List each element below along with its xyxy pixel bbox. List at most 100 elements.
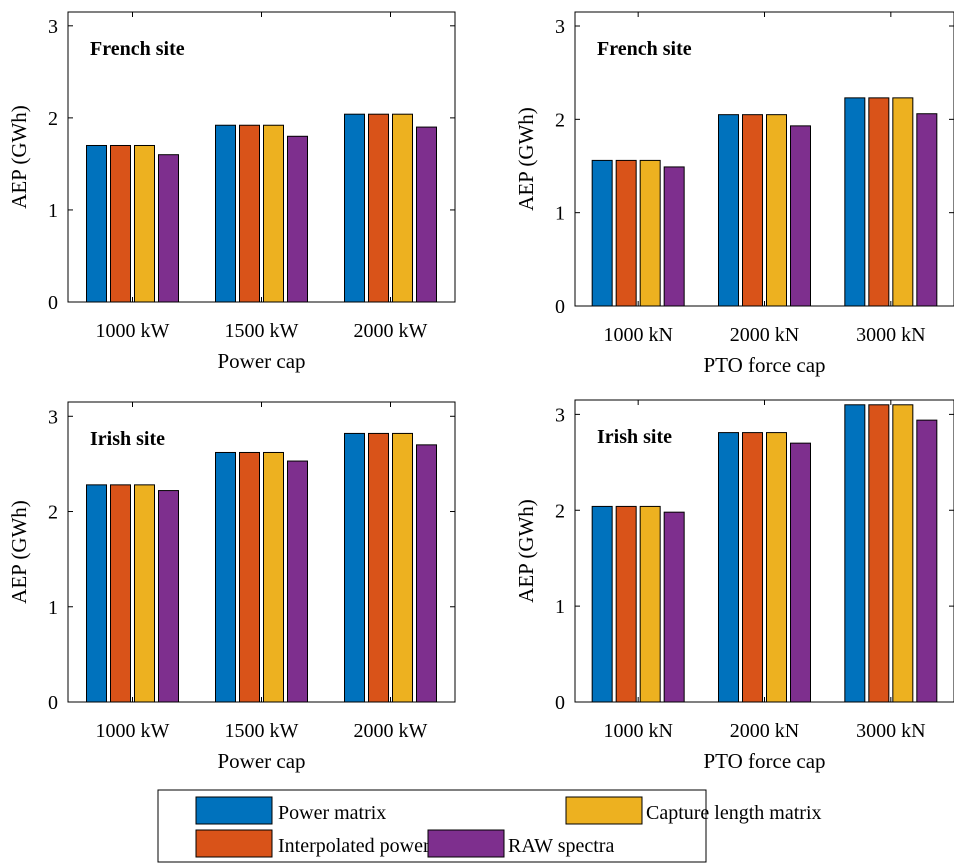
bar-interpolated-power-matrix-2000-kn [742, 432, 763, 703]
bar-raw-spectra-1000-kn [663, 166, 685, 307]
y-tick-label: 3 [48, 406, 58, 428]
x-tick-label-3000-kn: 3000 kN [856, 324, 925, 346]
y-tick-label: 0 [48, 692, 58, 714]
chart-panel-3: 0 1 2 3 1000 kW 1500 kW 2000 kW Power cap AEP (G… [7, 401, 456, 773]
legend-label-raw-spectra: RAW spectra [508, 835, 614, 857]
bar-power-matrix-2000-kn [718, 114, 739, 307]
bar-power-matrix-3000-kn [844, 404, 866, 703]
x-tick-label-1000-kw: 1000 kW [96, 320, 170, 342]
site-annotation: Irish site [90, 428, 165, 450]
bar-capture-length-matrix-1000-kn [639, 505, 661, 703]
bar-raw-spectra-2000-kw [416, 444, 437, 703]
bar-power-matrix-2000-kw [344, 432, 365, 703]
y-axis-label: AEP (GWh) [7, 105, 31, 209]
bar-capture-length-matrix-1500-kw [263, 451, 284, 703]
bar-raw-spectra-1500-kw [287, 460, 308, 703]
bar-power-matrix-2000-kn [718, 432, 739, 703]
x-axis-label: PTO force cap [703, 353, 825, 377]
legend-swatch-power-matrix [195, 796, 273, 825]
bar-capture-length-matrix-3000-kn [892, 97, 914, 307]
chart-panel-2: 0 1 2 3 1000 kN 2000 kN 3000 kN PTO force cap AE… [514, 11, 954, 377]
bar-interpolated-power-matrix-1000-kn [615, 505, 637, 703]
x-tick-label-1500-kw: 1500 kW [225, 720, 299, 742]
bar-power-matrix-3000-kn [844, 97, 866, 307]
bar-raw-spectra-3000-kn [916, 113, 938, 307]
y-tick-label: 2 [48, 108, 58, 130]
bar-capture-length-matrix-3000-kn [892, 404, 914, 703]
bar-power-matrix-1500-kw [215, 451, 236, 703]
x-axis-label: Power cap [217, 349, 305, 373]
y-tick-label: 1 [555, 203, 565, 225]
bar-raw-spectra-1000-kw [158, 154, 179, 303]
y-tick-label: 1 [48, 597, 58, 619]
bar-raw-spectra-2000-kw [416, 126, 437, 303]
bar-interpolated-power-matrix-3000-kn [868, 404, 890, 703]
x-axis-label: PTO force cap [703, 749, 825, 773]
bar-power-matrix-1000-kn [591, 505, 613, 703]
bar-capture-length-matrix-1500-kw [263, 124, 284, 303]
y-tick-label: 0 [555, 692, 565, 714]
bar-power-matrix-1000-kw [86, 484, 107, 703]
y-tick-label: 0 [48, 292, 58, 314]
bar-capture-length-matrix-2000-kn [766, 114, 787, 307]
y-tick-label: 0 [555, 296, 565, 318]
bar-capture-length-matrix-2000-kw [392, 113, 413, 303]
y-axis-label: AEP (GWh) [514, 499, 538, 603]
site-annotation: Irish site [597, 426, 672, 448]
x-tick-label-2000-kw: 2000 kW [354, 720, 428, 742]
legend-swatch-raw-spectra [427, 829, 505, 858]
bar-raw-spectra-1500-kw [287, 135, 308, 303]
y-axis-label: AEP (GWh) [514, 107, 538, 211]
site-annotation: French site [597, 38, 692, 60]
legend-swatch-capture-length-matrix [565, 796, 643, 825]
x-tick-label-2000-kw: 2000 kW [354, 320, 428, 342]
bar-interpolated-power-matrix-1000-kn [615, 159, 637, 307]
chart-panel-1: 0 1 2 3 1000 kW 1500 kW 2000 kW Power cap AEP (G… [7, 11, 456, 373]
chart-panel-4: 0 1 2 3 1000 kN 2000 kN 3000 kN PTO force cap AE… [514, 399, 954, 773]
bar-interpolated-power-matrix-1500-kw [239, 124, 260, 303]
bar-raw-spectra-2000-kn [790, 125, 811, 307]
x-tick-label-1000-kw: 1000 kW [96, 720, 170, 742]
bar-interpolated-power-matrix-1000-kw [110, 144, 131, 303]
bar-capture-length-matrix-2000-kw [392, 432, 413, 703]
x-tick-label-2000-kn: 2000 kN [730, 720, 799, 742]
bar-interpolated-power-matrix-1000-kw [110, 484, 131, 703]
legend: Power matrix Capture length matrix Inter… [157, 789, 822, 863]
y-tick-label: 3 [555, 16, 565, 38]
bar-power-matrix-1000-kw [86, 144, 107, 303]
bar-capture-length-matrix-2000-kn [766, 432, 787, 703]
bar-capture-length-matrix-1000-kw [134, 144, 155, 303]
site-annotation: French site [90, 38, 185, 60]
y-tick-label: 3 [48, 16, 58, 38]
y-tick-label: 2 [48, 502, 58, 524]
y-tick-label: 2 [555, 109, 565, 131]
y-tick-label: 1 [48, 200, 58, 222]
bar-interpolated-power-matrix-2000-kw [368, 113, 389, 303]
legend-swatch-interpolated-power-matrix [195, 829, 273, 858]
y-axis-label: AEP (GWh) [7, 500, 31, 604]
bar-interpolated-power-matrix-2000-kn [742, 114, 763, 307]
x-tick-label-1000-kn: 1000 kN [603, 720, 672, 742]
bar-power-matrix-2000-kw [344, 113, 365, 303]
bar-raw-spectra-3000-kn [916, 419, 938, 703]
y-tick-label: 1 [555, 596, 565, 618]
bar-power-matrix-1500-kw [215, 124, 236, 303]
x-axis-label: Power cap [217, 749, 305, 773]
bar-raw-spectra-1000-kw [158, 490, 179, 703]
legend-label-capture-length-matrix: Capture length matrix [646, 802, 822, 824]
bar-capture-length-matrix-1000-kw [134, 484, 155, 703]
x-tick-label-1500-kw: 1500 kW [225, 320, 299, 342]
y-tick-label: 2 [555, 500, 565, 522]
bar-raw-spectra-1000-kn [663, 511, 685, 703]
bar-interpolated-power-matrix-1500-kw [239, 451, 260, 703]
y-tick-label: 3 [555, 404, 565, 426]
bar-interpolated-power-matrix-2000-kw [368, 432, 389, 703]
x-tick-label-3000-kn: 3000 kN [856, 720, 925, 742]
x-tick-label-2000-kn: 2000 kN [730, 324, 799, 346]
bar-capture-length-matrix-1000-kn [639, 159, 661, 307]
legend-label-power-matrix: Power matrix [278, 802, 386, 824]
bar-interpolated-power-matrix-3000-kn [868, 97, 890, 307]
bar-raw-spectra-2000-kn [790, 442, 811, 703]
bar-power-matrix-1000-kn [591, 159, 613, 307]
